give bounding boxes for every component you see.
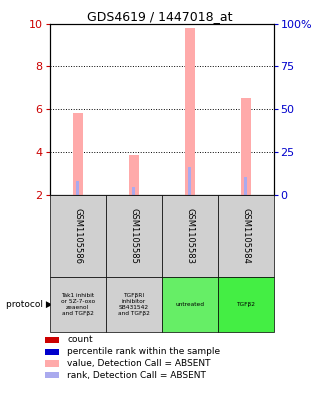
Bar: [188, 167, 191, 195]
Text: TGFβ2: TGFβ2: [236, 302, 255, 307]
Text: rank, Detection Call = ABSENT: rank, Detection Call = ABSENT: [67, 371, 206, 380]
Bar: [185, 28, 195, 195]
Bar: [129, 155, 139, 195]
Bar: [73, 113, 83, 195]
Bar: [132, 187, 135, 195]
Text: TGFβRI
inhibitor
SB431542
and TGFβ2: TGFβRI inhibitor SB431542 and TGFβ2: [118, 294, 149, 316]
Text: GDS4619 / 1447018_at: GDS4619 / 1447018_at: [87, 10, 233, 23]
Text: untreated: untreated: [175, 302, 204, 307]
Text: GSM1105583: GSM1105583: [185, 208, 194, 264]
Text: GSM1105584: GSM1105584: [241, 208, 250, 264]
Text: percentile rank within the sample: percentile rank within the sample: [67, 347, 220, 356]
Bar: [241, 98, 251, 195]
Text: count: count: [67, 336, 93, 344]
Text: GSM1105585: GSM1105585: [129, 208, 138, 264]
Text: value, Detection Call = ABSENT: value, Detection Call = ABSENT: [67, 359, 211, 368]
Text: Tak1 inhibit
or 5Z-7-oxo
zeaenol
and TGFβ2: Tak1 inhibit or 5Z-7-oxo zeaenol and TGF…: [60, 294, 95, 316]
Text: protocol ▶: protocol ▶: [6, 300, 53, 309]
Text: GSM1105586: GSM1105586: [73, 208, 82, 264]
Bar: [76, 181, 79, 195]
Bar: [244, 178, 247, 195]
